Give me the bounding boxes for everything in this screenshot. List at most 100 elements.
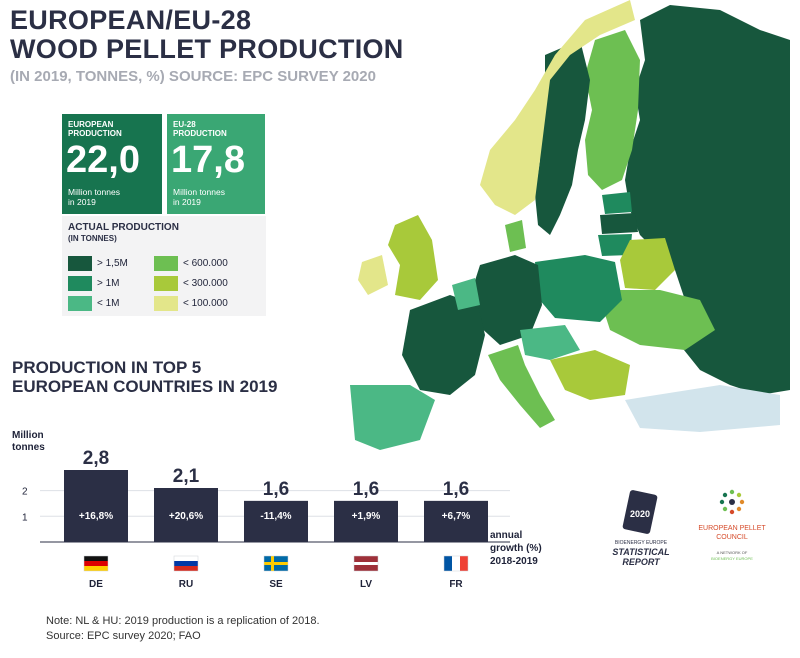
bar-lv (334, 500, 398, 542)
bioenergy-logo-line-1: BIOENERGY EUROPE (615, 540, 668, 546)
category-label: LV (360, 579, 372, 590)
epc-logo-line-2: COUNCIL (716, 534, 748, 541)
map-region-belarus (620, 238, 675, 290)
bioenergy-badge-text: 2020 (630, 509, 650, 519)
bioenergy-logo-line-2: STATISTICAL (612, 547, 669, 557)
legend-swatch (154, 276, 178, 291)
flag-se-icon (263, 555, 289, 572)
europe-map (350, 0, 790, 450)
legend-item: < 100.000 (154, 296, 228, 311)
epc-logo-line-3: A NETWORK OF (717, 550, 748, 555)
map-region-ireland (358, 255, 388, 295)
map-region-uk (388, 215, 438, 300)
map-region-italy (488, 345, 555, 428)
label-line: EUROPEAN (68, 120, 114, 129)
map-region-norway (480, 0, 635, 215)
map-region-denmark (505, 220, 526, 252)
legend-item: > 1,5M (68, 256, 128, 271)
unit-line: Million tonnes (68, 187, 120, 197)
map-region-benelux (452, 278, 480, 310)
unit-line: in 2019 (173, 196, 201, 207)
footnote-line: Note: NL & HU: 2019 production is a repl… (46, 615, 320, 627)
footnote: Note: NL & HU: 2019 production is a repl… (46, 614, 320, 644)
category-label: FR (449, 579, 463, 590)
legend-item: < 300.000 (154, 276, 228, 291)
map-region-ukraine (602, 290, 715, 350)
bar-value-label: 2,8 (83, 448, 109, 469)
european-pellet-council-logo: EUROPEAN PELLET COUNCIL A NETWORK OF BIO… (698, 489, 766, 561)
eu28-production-value: 17,8 (171, 139, 245, 181)
bioenergy-badge-shape (622, 490, 658, 534)
legend-label: > 1,5M (97, 258, 128, 269)
title-line-1: EUROPEAN/EU-28 (10, 5, 252, 35)
label-line: EU-28 (173, 120, 196, 129)
legend-title-line: ACTUAL PRODUCTION (68, 222, 179, 233)
map-region-poland (535, 255, 622, 322)
epc-logo-line-1: EUROPEAN PELLET (698, 525, 766, 532)
map-region-france (402, 295, 485, 395)
epc-logo-line-4: BIOENERGY EUROPE (711, 556, 753, 561)
category-label: SE (269, 579, 283, 590)
legend-label: < 1M (97, 298, 120, 309)
bar-value-label: 1,6 (353, 479, 379, 500)
map-region-finland (585, 30, 640, 190)
legend-label: < 300.000 (183, 278, 228, 289)
legend-swatch (154, 256, 178, 271)
flag-de-icon (83, 555, 109, 572)
legend-title: ACTUAL PRODUCTION (IN TONNES) (68, 222, 179, 244)
unit-line: Million tonnes (173, 187, 225, 197)
legend-item: < 1M (68, 296, 120, 311)
label-line: PRODUCTION (68, 129, 122, 138)
map-region-estonia (602, 192, 632, 214)
y-axis-label-line-2: tonnes (12, 442, 45, 453)
map-legend: ACTUAL PRODUCTION (IN TONNES) > 1,5M > 1… (62, 216, 266, 316)
map-region-central (520, 325, 580, 360)
bioenergy-logo-line-3: REPORT (622, 557, 661, 567)
bar-growth-label: +16,8% (79, 511, 113, 522)
legend-swatch (154, 296, 178, 311)
map-region-lithuania (598, 234, 632, 256)
bar-value-label: 2,1 (173, 466, 200, 487)
legend-label: < 600.000 (183, 258, 228, 269)
legend-label: > 1M (97, 278, 120, 289)
bar-value-label: 1,6 (443, 479, 469, 500)
map-region-russia (625, 5, 790, 395)
european-production-label: EUROPEAN PRODUCTION (68, 120, 122, 138)
european-production-box: EUROPEAN PRODUCTION 22,0 Million tonnes … (62, 114, 162, 214)
flag-ru-icon (173, 555, 199, 572)
map-region-germany (472, 255, 542, 345)
pellet-burst-icon (719, 489, 745, 515)
unit-line: in 2019 (68, 196, 96, 207)
bioenergy-europe-logo: 2020 BIOENERGY EUROPE STATISTICAL REPORT (612, 490, 670, 567)
y-tick-label: 2 (22, 487, 28, 498)
footnote-line: Source: EPC survey 2020; FAO (46, 630, 201, 642)
bar-growth-label: -11,4% (260, 511, 291, 522)
bar-growth-label: +20,6% (169, 511, 203, 522)
bar-chart-title-line: EUROPEAN COUNTRIES IN 2019 (12, 377, 278, 396)
bar-chart: Million tonnes 1 2 2,8 +16,8% DE 2,1 +20,6% RU… (12, 430, 542, 590)
eu28-production-box: EU-28 PRODUCTION 17,8 Million tonnes in … (167, 114, 265, 214)
legend-label: < 100.000 (183, 298, 228, 309)
map-region-latvia (600, 213, 638, 234)
legend-swatch (68, 296, 92, 311)
title-line-2: WOOD PELLET PRODUCTION (10, 34, 404, 64)
legend-item: < 600.000 (154, 256, 228, 271)
growth-caption-line-1: annual (490, 530, 522, 541)
european-production-value: 22,0 (66, 139, 140, 181)
growth-caption-line-3: 2018-2019 (490, 556, 538, 567)
bar-chart-title-line: PRODUCTION IN TOP 5 (12, 358, 202, 377)
map-region-spain (350, 385, 435, 450)
legend-title-line: (IN TONNES) (68, 234, 117, 243)
category-label: DE (89, 579, 103, 590)
bar-fr (424, 500, 488, 542)
category-label: RU (179, 579, 193, 590)
growth-caption-line-2: growth (%) (490, 543, 542, 554)
bar-value-label: 1,6 (263, 479, 289, 500)
y-tick-label: 1 (22, 512, 28, 523)
legend-swatch (68, 256, 92, 271)
flag-fr-icon (443, 555, 469, 572)
bar-chart-title: PRODUCTION IN TOP 5 EUROPEAN COUNTRIES I… (12, 358, 277, 396)
legend-swatch (68, 276, 92, 291)
map-region-turkey (625, 385, 780, 432)
page-title: EUROPEAN/EU-28 WOOD PELLET PRODUCTION (10, 6, 404, 64)
